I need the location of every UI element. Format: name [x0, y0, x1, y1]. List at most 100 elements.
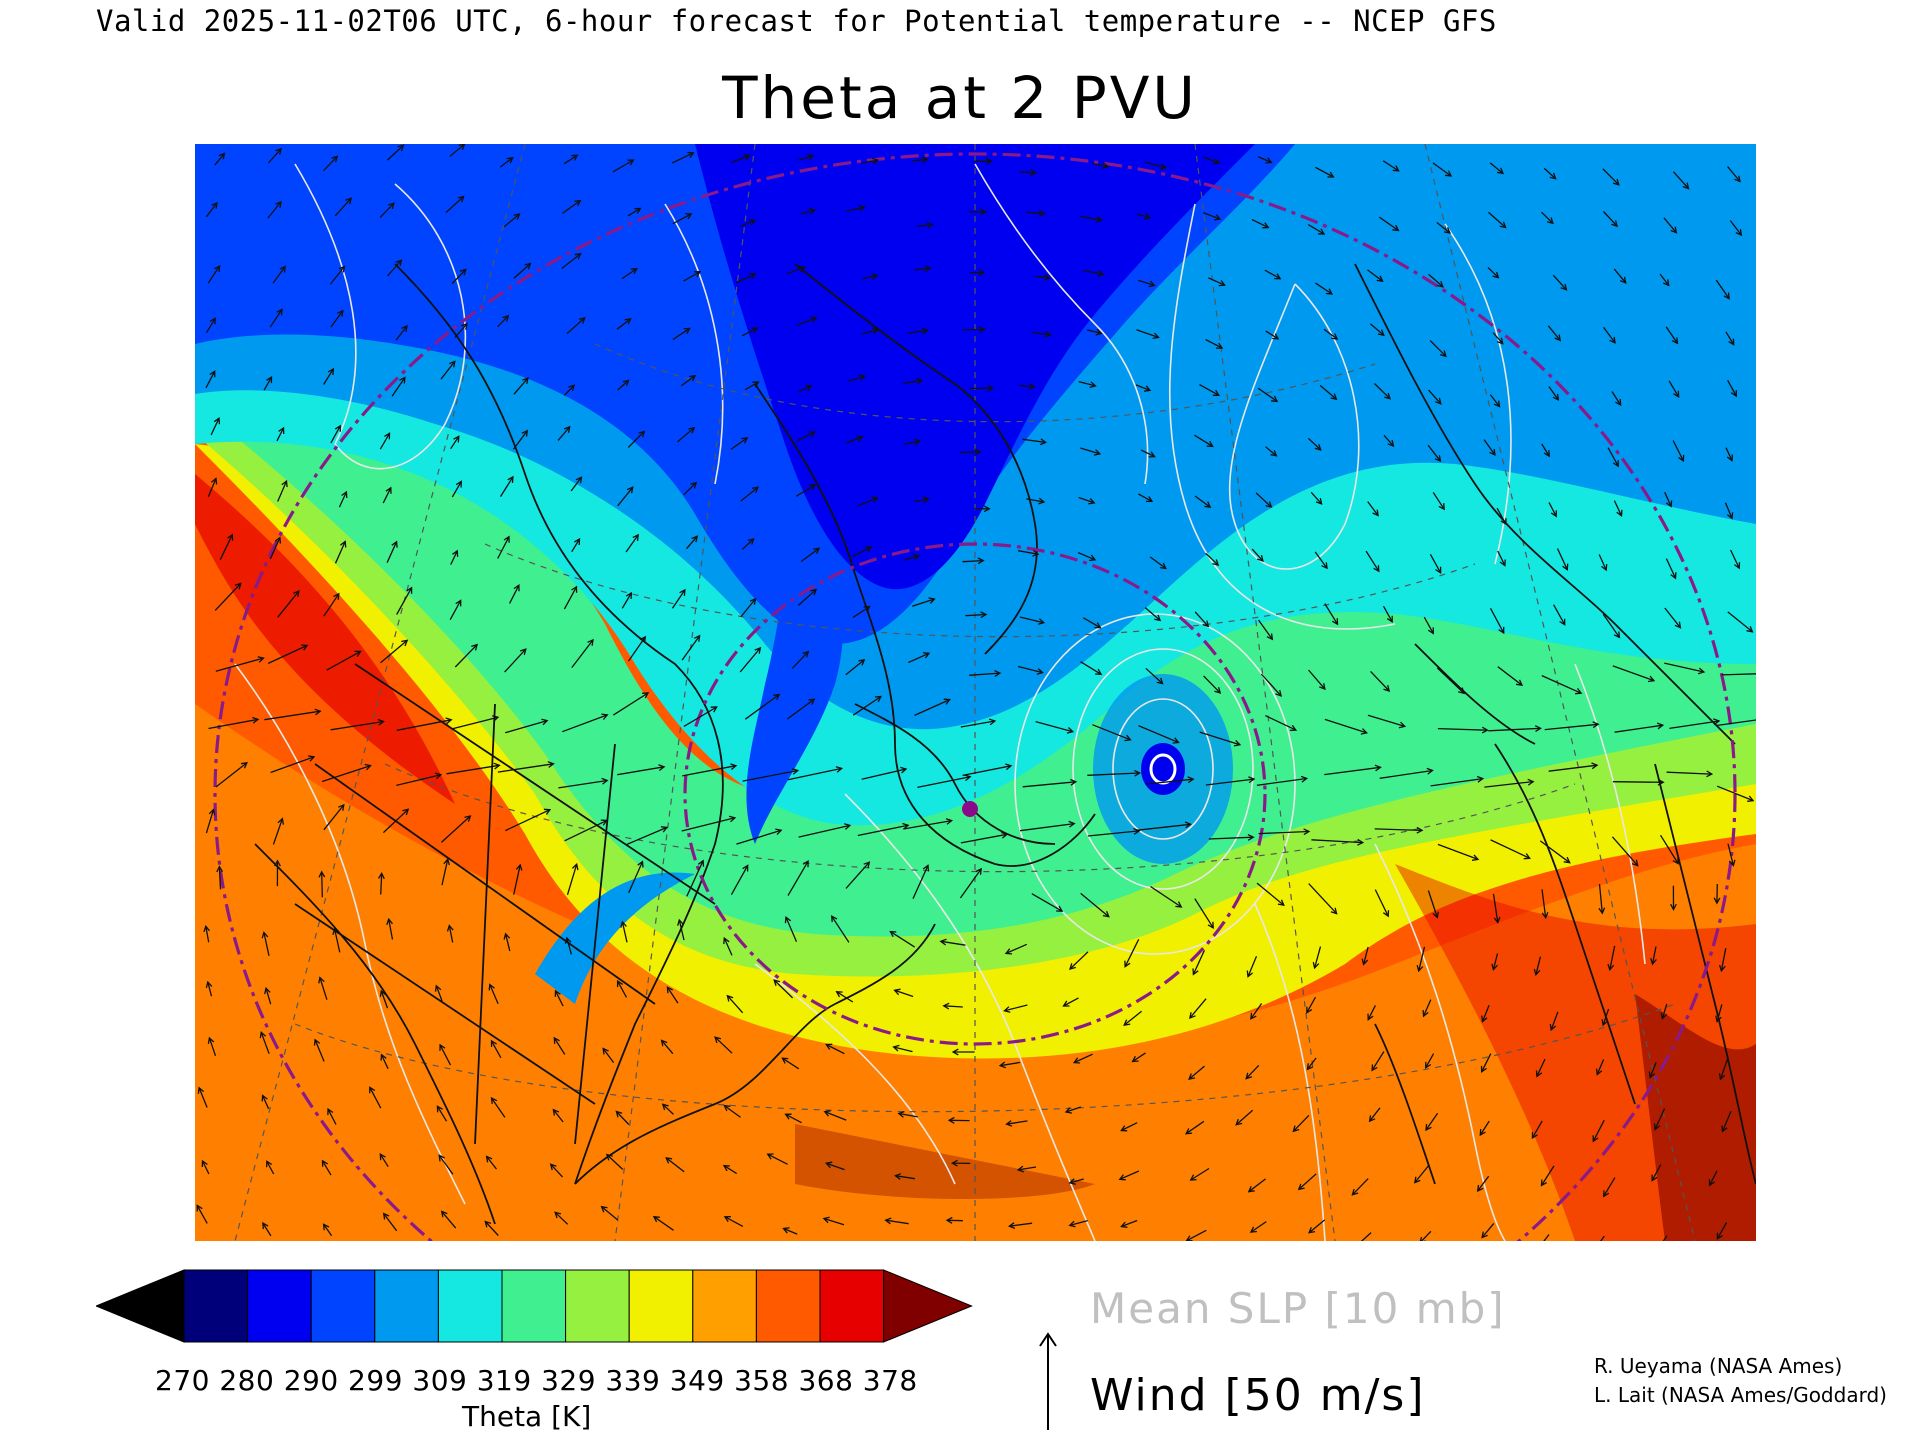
wind-vector — [208, 718, 259, 730]
colorbar-tick-labels: 270 280 290 299 309 319 329 339 349 358 … — [155, 1364, 918, 1397]
wind-vector — [730, 865, 749, 896]
wind-vector — [1607, 447, 1619, 467]
wind-vector-head — [1515, 679, 1524, 687]
wind-vector — [319, 977, 328, 1000]
wind-vector — [326, 650, 361, 671]
wind-vector — [965, 613, 987, 617]
wind-vector-head — [1479, 1129, 1486, 1137]
wind-vector — [1203, 156, 1220, 164]
wind-vector-head — [865, 546, 873, 553]
wind-vector — [1553, 604, 1566, 626]
wind-vector-head — [503, 535, 510, 543]
wind-vector-head — [605, 1153, 613, 1161]
wind-vector — [396, 587, 413, 615]
wind-vector-head — [1713, 897, 1721, 905]
wind-vector-head — [784, 1113, 792, 1120]
wind-vector-head — [1094, 622, 1102, 629]
wind-vector — [1664, 662, 1705, 673]
wind-vector — [198, 1087, 208, 1108]
wind-vector — [1725, 331, 1735, 345]
wind-vector — [1664, 491, 1672, 507]
wind-vector-head — [922, 496, 930, 504]
wind-vector — [1666, 771, 1712, 775]
wind-vector-head — [1249, 1226, 1257, 1233]
wind-vector — [1547, 325, 1561, 341]
wind-vector-head — [455, 480, 462, 488]
wind-vector — [893, 1046, 913, 1053]
wind-vector — [848, 375, 866, 382]
wind-vector-head — [1715, 1015, 1722, 1023]
wind-vector — [885, 1219, 909, 1225]
wind-vector-head — [808, 698, 816, 705]
colorbar-cell — [692, 1269, 757, 1343]
wind-vector-head — [341, 490, 348, 498]
wind-vector — [562, 200, 581, 214]
wind-vector-head — [1361, 958, 1369, 966]
colorbar-cell — [183, 1269, 249, 1343]
wind-vector — [1194, 611, 1209, 627]
wind-vector — [627, 636, 646, 662]
wind-vector-head — [333, 592, 340, 600]
wind-vector — [1086, 329, 1102, 335]
wind-vector-head — [1499, 221, 1507, 229]
wind-vector — [823, 1217, 845, 1226]
wind-vector-head — [1102, 162, 1110, 169]
wind-vector — [795, 484, 816, 497]
wind-vector-head — [1706, 770, 1714, 778]
wind-vector — [1548, 502, 1557, 517]
wind-vector — [628, 861, 644, 894]
wind-vector — [912, 865, 929, 899]
wind-vector-head — [1541, 911, 1549, 920]
wind-vector — [1492, 332, 1504, 345]
wind-vector — [330, 720, 384, 731]
wind-vector — [382, 808, 409, 834]
wind-vector — [1185, 1120, 1205, 1135]
wind-vector — [1265, 715, 1297, 731]
wind-vector — [796, 431, 815, 442]
wind-vector-head — [1493, 400, 1501, 408]
wind-vector — [395, 325, 408, 341]
wind-vector-head — [313, 1038, 321, 1046]
wind-vector — [1611, 836, 1639, 867]
wind-vector-head — [892, 1044, 900, 1052]
wind-vector — [454, 323, 468, 338]
wind-vector-head — [262, 1221, 269, 1230]
wind-vector — [1017, 1166, 1037, 1171]
wind-vector-head — [1331, 333, 1339, 340]
wind-vector — [917, 776, 971, 789]
wind-vector-head — [227, 533, 234, 541]
wind-vector-head — [1383, 685, 1391, 692]
wind-vector — [616, 318, 631, 330]
wind-vector-head — [406, 586, 413, 594]
wind-vector — [1418, 946, 1426, 972]
wind-vector — [1668, 380, 1680, 398]
wind-vector — [1592, 1119, 1605, 1142]
colorbar-cell — [819, 1269, 885, 1343]
wind-vector — [845, 436, 863, 444]
wind-vector-head — [1064, 1107, 1073, 1114]
wind-vector-head — [397, 144, 405, 152]
valid-time-header: Valid 2025-11-02T06 UTC, 6-hour forecast… — [96, 4, 1497, 38]
wind-vector-head — [805, 384, 813, 392]
wind-vector — [852, 546, 872, 558]
wind-vector — [1664, 607, 1681, 629]
wind-vector-head — [600, 819, 609, 826]
wind-vector-head — [749, 597, 757, 605]
wind-vector — [1550, 1011, 1559, 1031]
wind-vector-head — [825, 1161, 833, 1169]
wind-vector-head — [600, 1205, 608, 1213]
wind-vector — [1087, 772, 1140, 776]
wind-vector-head — [1674, 621, 1682, 629]
wind-vector-head — [1134, 769, 1142, 777]
wind-vector-head — [1374, 764, 1382, 772]
wind-vector-head — [1318, 228, 1326, 235]
wind-vector-head — [1192, 968, 1199, 976]
wind-vector-head — [382, 1212, 390, 1220]
wind-vector — [1367, 501, 1379, 516]
wind-vector-head — [1143, 213, 1152, 220]
wind-vector — [1138, 279, 1155, 287]
wind-vector — [1613, 500, 1623, 517]
wind-vector — [671, 152, 694, 164]
wind-vector-head — [1413, 1176, 1421, 1184]
wind-vector-head — [332, 927, 339, 935]
